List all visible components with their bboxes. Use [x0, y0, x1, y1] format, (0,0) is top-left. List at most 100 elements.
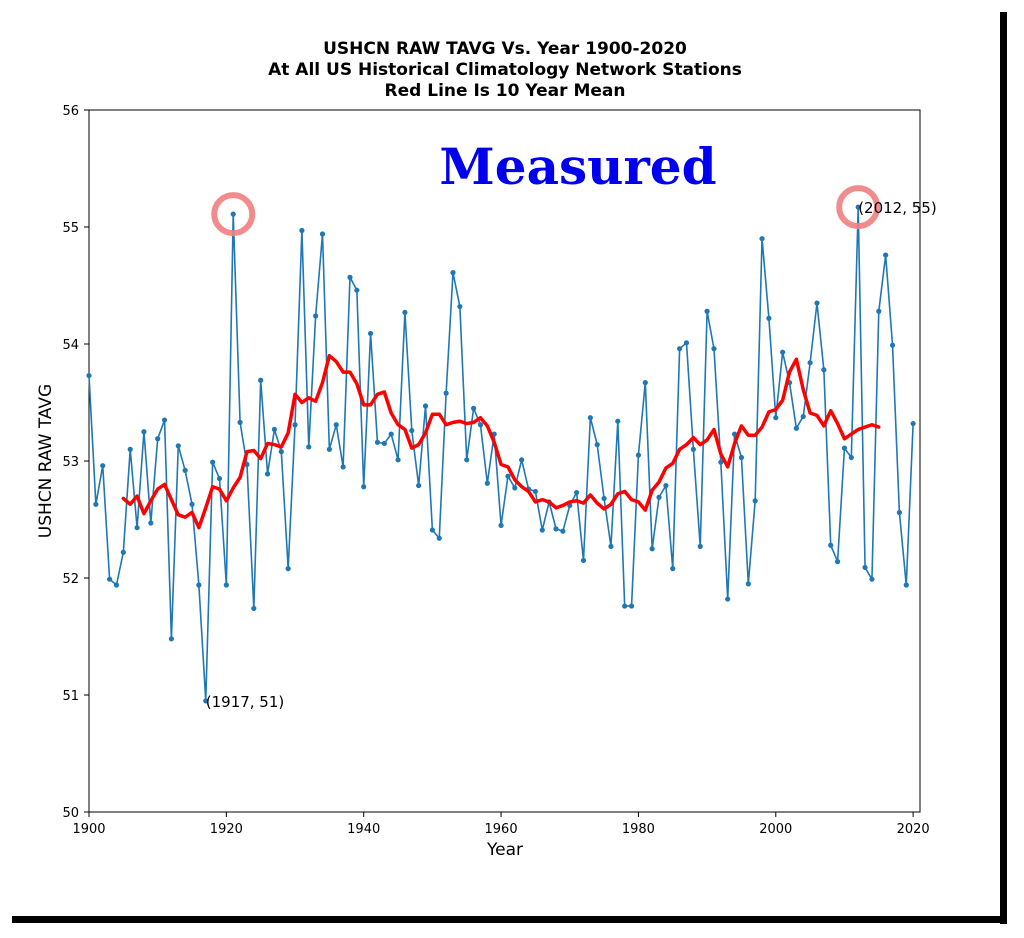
raw-tavg-point	[615, 418, 621, 424]
raw-tavg-point	[443, 390, 449, 396]
raw-tavg-point	[333, 422, 339, 428]
raw-tavg-point	[107, 576, 113, 582]
raw-tavg-point	[155, 436, 161, 442]
raw-tavg-point	[498, 522, 504, 528]
x-tick-label: 2020	[897, 822, 930, 837]
raw-tavg-point	[628, 603, 635, 609]
raw-tavg-point	[793, 425, 799, 431]
raw-tavg-point	[512, 485, 518, 491]
raw-tavg-point	[477, 422, 484, 428]
raw-tavg-point	[189, 501, 195, 507]
plot-area	[88, 109, 921, 813]
raw-tavg-point	[690, 446, 696, 452]
x-tick-label: 2000	[759, 822, 792, 837]
x-axis-label: Year	[486, 840, 523, 860]
raw-tavg-point	[367, 330, 374, 337]
shadow-right	[1000, 12, 1007, 924]
raw-tavg-point	[464, 457, 470, 463]
raw-tavg-point	[505, 473, 511, 479]
raw-tavg-point	[113, 582, 120, 588]
raw-tavg-point	[86, 372, 92, 379]
point-annotation: (2012, 55)	[858, 199, 937, 217]
raw-tavg-point	[766, 315, 772, 321]
ten-year-mean-line	[121, 353, 881, 530]
raw-tavg-point	[883, 252, 889, 258]
raw-tavg-point	[759, 236, 765, 242]
raw-tavg-point	[855, 204, 861, 210]
raw-tavg-point	[299, 227, 305, 234]
raw-tavg-point	[168, 636, 175, 642]
raw-tavg-point	[587, 415, 593, 421]
raw-tavg-point	[539, 527, 545, 533]
highlight-circle	[836, 185, 881, 230]
chart-title-line-2: At All US Historical Climatology Network…	[268, 60, 742, 80]
raw-tavg-point	[313, 313, 319, 319]
shadow-bottom	[12, 916, 1007, 923]
raw-tavg-point	[141, 429, 147, 435]
raw-tavg-point	[340, 464, 346, 470]
chart-title-line-3: Red Line Is 10 Year Mean	[385, 81, 626, 101]
raw-tavg-point	[203, 698, 209, 704]
y-tick-label: 54	[62, 338, 79, 353]
raw-tavg-point	[148, 520, 154, 526]
raw-tavg-point	[745, 581, 751, 587]
raw-tavg-point	[773, 415, 779, 421]
y-tick-label: 53	[62, 455, 79, 470]
raw-tavg-point	[532, 488, 539, 495]
raw-tavg-point	[470, 405, 477, 411]
raw-tavg-point	[876, 308, 882, 314]
x-tick-label: 1920	[210, 822, 243, 837]
raw-tavg-point	[519, 457, 525, 463]
axes: 1900 1920 1940 1960 1980 2000 2020 50 51 52 53 54 55…	[62, 104, 929, 837]
chart-title-line-1: USHCN RAW TAVG Vs. Year 1900-2020	[323, 39, 687, 59]
raw-tavg-point	[436, 535, 442, 541]
raw-tavg-point	[278, 449, 284, 455]
raw-tavg-point	[553, 526, 559, 532]
raw-tavg-point	[264, 471, 271, 477]
raw-tavg-point	[601, 495, 607, 502]
raw-tavg-point	[574, 489, 580, 496]
raw-tavg-point	[326, 446, 332, 452]
raw-tavg-point	[807, 360, 813, 366]
raw-tavg-point	[216, 475, 223, 482]
y-axis-label: USHCN RAW TAVG	[36, 384, 56, 538]
raw-tavg-point	[725, 596, 731, 602]
raw-tavg-point	[161, 417, 168, 423]
raw-tavg-point	[223, 582, 229, 588]
raw-tavg-point	[814, 300, 820, 306]
raw-tavg-point	[93, 501, 99, 507]
x-tick-label: 1940	[347, 822, 380, 837]
y-tick-label: 56	[62, 104, 79, 119]
raw-tavg-point	[910, 420, 916, 427]
raw-tavg-point	[402, 309, 408, 316]
raw-tavg-point	[388, 431, 394, 437]
raw-tavg-point	[677, 346, 683, 352]
raw-tavg-point	[697, 543, 703, 550]
raw-tavg-point	[127, 446, 133, 452]
raw-tavg-point	[642, 380, 648, 386]
raw-tavg-point	[354, 287, 360, 293]
raw-tavg-point	[780, 349, 786, 355]
raw-tavg-point	[457, 303, 463, 310]
raw-tavg-point	[422, 403, 429, 409]
raw-tavg-point	[319, 231, 326, 237]
series-raw-tavg	[86, 204, 916, 704]
series-10-year-mean	[121, 353, 881, 530]
raw-tavg-point	[738, 454, 745, 461]
raw-tavg-point	[649, 546, 655, 552]
raw-tavg-point	[670, 566, 676, 572]
raw-tavg-point	[120, 549, 126, 555]
x-tick-label: 1900	[72, 822, 105, 837]
raw-tavg-point	[834, 559, 841, 565]
raw-tavg-point	[409, 427, 415, 434]
raw-tavg-point	[821, 367, 827, 373]
raw-tavg-point	[683, 340, 690, 346]
raw-tavg-point	[134, 525, 140, 531]
raw-tavg-point	[704, 308, 710, 314]
highlight-circles	[211, 185, 881, 237]
raw-tavg-point	[450, 270, 456, 276]
raw-tavg-point	[869, 576, 875, 582]
raw-tavg-point	[622, 603, 628, 609]
raw-tavg-point	[271, 426, 278, 433]
